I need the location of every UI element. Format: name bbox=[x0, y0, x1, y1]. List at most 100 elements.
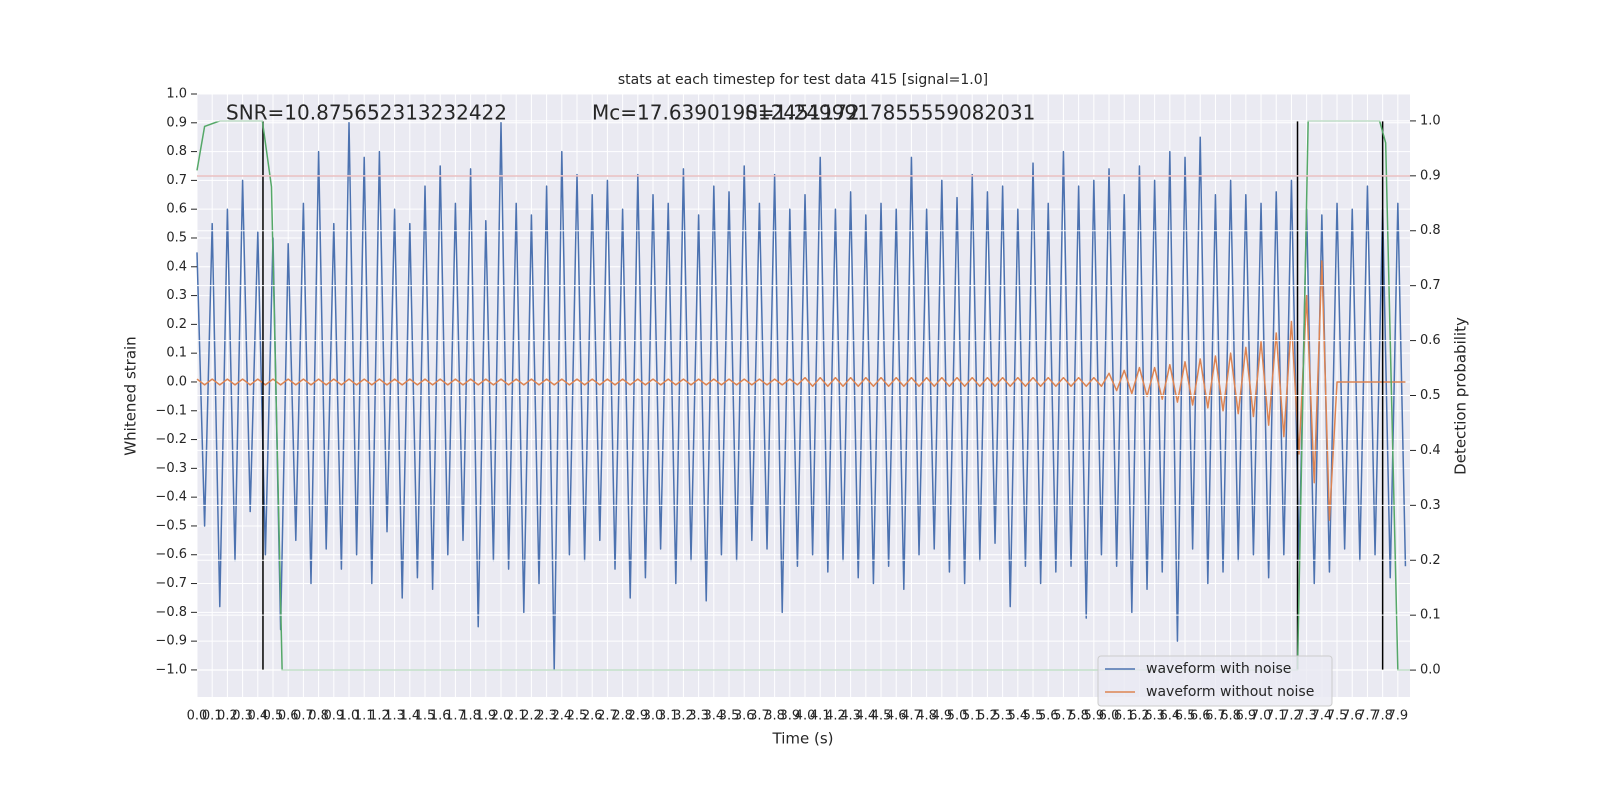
x-tick-label: 3.7 bbox=[749, 709, 770, 724]
x-tick-label: 6.3 bbox=[1144, 709, 1165, 724]
y-tick-label: 1.0 bbox=[166, 87, 187, 102]
x-tick-label: 3.8 bbox=[764, 709, 785, 724]
x-tick-label: 4.9 bbox=[931, 709, 952, 724]
x-tick-label: 4.6 bbox=[886, 709, 907, 724]
x-tick-label: 4.7 bbox=[901, 709, 922, 724]
chart-title: stats at each timestep for test data 415… bbox=[618, 72, 988, 88]
x-tick-label: 7.1 bbox=[1266, 709, 1287, 724]
x-tick-label: 5.8 bbox=[1068, 709, 1089, 724]
y-tick-label: 0.5 bbox=[166, 230, 187, 245]
y-tick-label: −0.5 bbox=[155, 518, 187, 533]
x-tick-label: 1.4 bbox=[399, 709, 420, 724]
x-tick-label: 5.3 bbox=[992, 709, 1013, 724]
x-tick-label: 5.6 bbox=[1038, 709, 1059, 724]
y-tick-label: 0.3 bbox=[166, 288, 187, 303]
x-tick-label: 2.6 bbox=[582, 709, 603, 724]
x-tick-label: 7.7 bbox=[1357, 709, 1378, 724]
x-tick-label: 5.2 bbox=[977, 709, 998, 724]
x-tick-label: 2.7 bbox=[597, 709, 618, 724]
x-tick-label: 1.8 bbox=[460, 709, 481, 724]
x-tick-label: 4.4 bbox=[855, 709, 876, 724]
y-axis-label: Whitened strain bbox=[122, 336, 140, 455]
x-tick-label: 3.4 bbox=[703, 709, 724, 724]
x-tick-label: 1.2 bbox=[369, 709, 390, 724]
x-tick-label: 1.7 bbox=[445, 709, 466, 724]
x-tick-label: 2.2 bbox=[521, 709, 542, 724]
x-tick-label: 6.1 bbox=[1114, 709, 1135, 724]
x-tick-label: 3.6 bbox=[734, 709, 755, 724]
annotation: SNR=10.875652313232422 bbox=[226, 101, 507, 125]
x-tick-label: 4.0 bbox=[795, 709, 816, 724]
y-tick-label: −1.0 bbox=[155, 662, 187, 677]
x-tick-label: 1.6 bbox=[430, 709, 451, 724]
y-tick-label: 0.4 bbox=[166, 259, 187, 274]
x-tick-label: 6.0 bbox=[1099, 709, 1120, 724]
x-tick-label: 1.3 bbox=[384, 709, 405, 724]
x-tick-label: 2.0 bbox=[491, 709, 512, 724]
y-tick-label: −0.4 bbox=[155, 490, 187, 505]
legend-box bbox=[1097, 655, 1333, 707]
y2-tick-label: 0.8 bbox=[1420, 223, 1441, 238]
x-tick-label: 7.8 bbox=[1372, 709, 1393, 724]
x-axis-label: Time (s) bbox=[772, 730, 834, 748]
x-tick-label: 6.5 bbox=[1175, 709, 1196, 724]
y2-tick-label: 0.5 bbox=[1420, 388, 1441, 403]
x-tick-label: 0.7 bbox=[293, 709, 314, 724]
legend-label: waveform without noise bbox=[1146, 684, 1314, 700]
data-layer bbox=[196, 122, 1407, 671]
x-tick-label: 2.3 bbox=[536, 709, 557, 724]
y-tick-label: −0.9 bbox=[155, 634, 187, 649]
x-tick-label: 5.5 bbox=[1023, 709, 1044, 724]
x-tick-label: 0.5 bbox=[263, 709, 284, 724]
x-tick-label: 2.4 bbox=[551, 709, 572, 724]
x-tick-label: 0.2 bbox=[217, 709, 238, 724]
x-tick-label: 0.0 bbox=[187, 709, 208, 724]
y-tick-label: −0.3 bbox=[155, 461, 187, 476]
y-tick-label: 0.1 bbox=[166, 346, 187, 361]
x-tick-label: 7.5 bbox=[1327, 709, 1348, 724]
x-tick-label: 6.2 bbox=[1129, 709, 1150, 724]
x-tick-label: 5.9 bbox=[1083, 709, 1104, 724]
x-tick-label: 5.7 bbox=[1053, 709, 1074, 724]
x-tick-label: 3.5 bbox=[719, 709, 740, 724]
y2-tick-label: 0.4 bbox=[1420, 443, 1441, 458]
x-tick-label: 2.5 bbox=[567, 709, 588, 724]
x-tick-label: 6.4 bbox=[1159, 709, 1180, 724]
y-tick-label: 0.6 bbox=[166, 202, 187, 217]
x-tick-label: 5.0 bbox=[947, 709, 968, 724]
waveform-line bbox=[196, 260, 1406, 521]
x-tick-label: 6.8 bbox=[1220, 709, 1241, 724]
x-tick-label: 1.5 bbox=[415, 709, 436, 724]
y-tick-label: −0.1 bbox=[155, 403, 187, 418]
x-tick-label: 6.7 bbox=[1205, 709, 1226, 724]
annotation: S=1.2499917855559082031 bbox=[745, 101, 1035, 125]
x-tick-label: 3.2 bbox=[673, 709, 694, 724]
x-tick-label: 3.1 bbox=[658, 709, 679, 724]
x-tick-label: 7.3 bbox=[1296, 709, 1317, 724]
x-tick-label: 6.9 bbox=[1235, 709, 1256, 724]
y2-tick-label: 0.6 bbox=[1420, 333, 1441, 348]
x-tick-label: 3.3 bbox=[688, 709, 709, 724]
y2-tick-label: 1.0 bbox=[1420, 113, 1441, 128]
x-tick-label: 4.5 bbox=[871, 709, 892, 724]
y-tick-label: 0.7 bbox=[166, 173, 187, 188]
y2-tick-label: 0.0 bbox=[1420, 663, 1441, 678]
x-tick-label: 5.1 bbox=[962, 709, 983, 724]
x-tick-label: 4.2 bbox=[825, 709, 846, 724]
x-tick-label: 6.6 bbox=[1190, 709, 1211, 724]
y-tick-label: 0.8 bbox=[166, 144, 187, 159]
y2-tick-label: 0.2 bbox=[1420, 553, 1441, 568]
annotation: Mc=17.639019012451172 bbox=[592, 101, 860, 125]
y-tick-label: −0.7 bbox=[155, 576, 187, 591]
x-tick-label: 4.1 bbox=[810, 709, 831, 724]
x-tick-label: 7.9 bbox=[1387, 709, 1408, 724]
x-tick-label: 2.9 bbox=[627, 709, 648, 724]
x-tick-label: 4.8 bbox=[916, 709, 937, 724]
x-tick-label: 0.9 bbox=[323, 709, 344, 724]
x-tick-label: 4.3 bbox=[840, 709, 861, 724]
y2-tick-label: 0.3 bbox=[1420, 498, 1441, 513]
y-tick-label: −0.6 bbox=[155, 547, 187, 562]
y-tick-label: 0.0 bbox=[166, 374, 187, 389]
x-tick-label: 1.0 bbox=[339, 709, 360, 724]
